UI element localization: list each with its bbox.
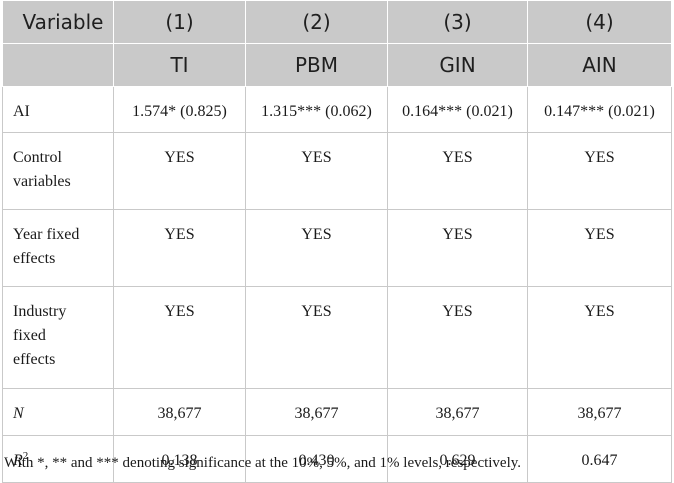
table-cell: 1.574* (0.825) <box>113 86 246 133</box>
table-row-year-fixed-effects: Year fixed effects YES YES YES YES <box>2 209 672 287</box>
row-label-r-squared: R2 <box>2 435 114 483</box>
table-row-industry-fixed-effects: Industry fixed effects YES YES YES YES <box>2 286 672 389</box>
table-cell: 0.138 <box>113 435 246 483</box>
header-col-1-name: TI <box>113 43 246 87</box>
header-col-3-number: (3) <box>387 0 528 44</box>
table-cell: 38,677 <box>527 388 672 436</box>
label-line: Industry <box>13 303 67 320</box>
header-col-2-name: PBM <box>245 43 388 87</box>
row-label-ai: AI <box>2 86 114 133</box>
table-cell: YES <box>527 286 672 389</box>
table-cell: YES <box>113 209 246 287</box>
table-cell: YES <box>245 286 388 389</box>
r-squared-exponent: 2 <box>22 450 29 462</box>
header-row-names: TI PBM GIN AIN <box>2 43 672 87</box>
label-line: variables <box>13 173 71 190</box>
table-cell: YES <box>113 132 246 210</box>
table-cell: 0.147*** (0.021) <box>527 86 672 133</box>
header-col-4-name: AIN <box>527 43 672 87</box>
table-cell: YES <box>387 132 528 210</box>
table-cell: YES <box>113 286 246 389</box>
header-col-4-number: (4) <box>527 0 672 44</box>
header-col-1-number: (1) <box>113 0 246 44</box>
label-line: effects <box>13 351 56 368</box>
header-col-2-number: (2) <box>245 0 388 44</box>
table-cell: YES <box>527 209 672 287</box>
table-cell: YES <box>245 132 388 210</box>
table-row-control-variables: Control variables YES YES YES YES <box>2 132 672 210</box>
label-line: effects <box>13 250 56 267</box>
row-label-year-fixed-effects: Year fixed effects <box>2 209 114 287</box>
row-label-n: N <box>2 388 114 436</box>
label-line: Control <box>13 149 62 166</box>
table-cell: YES <box>527 132 672 210</box>
header-empty <box>2 43 114 87</box>
table-cell: 38,677 <box>113 388 246 436</box>
table-cell: 0.430 <box>245 435 388 483</box>
table-cell: 0.647 <box>527 435 672 483</box>
table-cell: YES <box>245 209 388 287</box>
table-row-r-squared: R2 0.138 0.430 0.629 0.647 <box>2 435 672 483</box>
label-line: Year fixed <box>13 226 80 243</box>
table-cell: 1.315*** (0.062) <box>245 86 388 133</box>
table-footnote: With *, ** and *** denoting significance… <box>4 455 522 471</box>
header-variable: Variable <box>2 0 114 44</box>
table-cell: YES <box>387 209 528 287</box>
table-cell: 0.164*** (0.021) <box>387 86 528 133</box>
table-cell: YES <box>387 286 528 389</box>
row-label-control-variables: Control variables <box>2 132 114 210</box>
label-line: fixed <box>13 327 46 344</box>
header-col-3-name: GIN <box>387 43 528 87</box>
table-cell: 38,677 <box>245 388 388 436</box>
table-cell: 38,677 <box>387 388 528 436</box>
r-squared-symbol: R <box>13 452 23 469</box>
row-label-industry-fixed-effects: Industry fixed effects <box>2 286 114 389</box>
table-row-ai: AI 1.574* (0.825) 1.315*** (0.062) 0.164… <box>2 86 672 133</box>
header-row-numbers: Variable (1) (2) (3) (4) <box>2 0 672 44</box>
table-row-n: N 38,677 38,677 38,677 38,677 <box>2 388 672 436</box>
